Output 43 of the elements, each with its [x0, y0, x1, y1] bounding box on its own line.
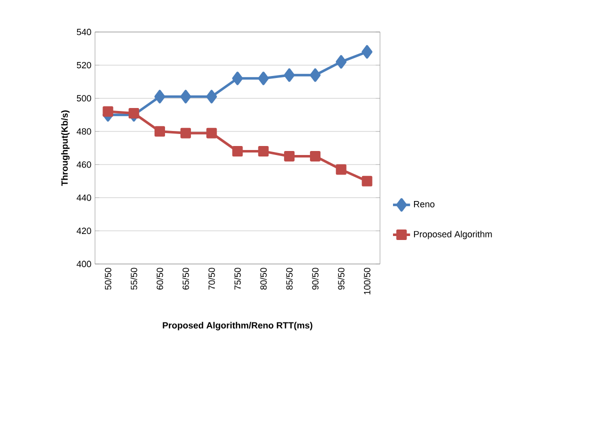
point	[284, 151, 295, 162]
x-tick-label: 100/50	[364, 268, 370, 294]
legend-label: Proposed Algorithm	[414, 230, 492, 240]
point	[336, 164, 346, 175]
point	[310, 151, 320, 162]
point	[102, 106, 114, 117]
x-tick-label: 75/50	[234, 268, 241, 290]
point	[362, 45, 372, 59]
point	[180, 90, 192, 104]
y-tick-label: 480	[76, 128, 92, 135]
x-tick-label: 95/50	[338, 268, 344, 290]
point	[232, 146, 243, 157]
point	[154, 90, 166, 104]
y-tick-label: 420	[76, 228, 92, 234]
x-tick-label: 90/50	[312, 268, 319, 290]
y-tick-label: 520	[76, 62, 92, 68]
point	[128, 108, 140, 118]
point	[154, 126, 166, 137]
x-tick-label: 80/50	[260, 268, 267, 290]
point	[206, 90, 217, 104]
point	[232, 72, 243, 86]
x-axis-title: Proposed Algorithm/Reno RTT(ms)	[162, 322, 312, 330]
x-tick-label: 55/50	[130, 268, 138, 290]
point	[180, 128, 191, 138]
point	[206, 128, 217, 138]
x-tick-label: 85/50	[286, 268, 293, 290]
x-tick-label: 50/50	[104, 268, 112, 290]
point	[258, 146, 269, 157]
point	[336, 55, 347, 69]
x-tick-label: 60/50	[156, 268, 164, 290]
x-tick-label: 70/50	[208, 268, 215, 290]
point	[310, 68, 321, 82]
point	[258, 72, 269, 86]
y-tick-label: 500	[76, 95, 92, 102]
point	[284, 68, 295, 82]
y-tick-label: 460	[76, 161, 92, 168]
y-tick-label: 540	[76, 28, 92, 36]
legend-label: Reno	[414, 201, 434, 208]
y-tick-label: 400	[76, 260, 92, 268]
y-axis-title: Throughput(Kb/s)	[61, 110, 70, 186]
point	[362, 176, 372, 186]
y-tick-label: 440	[76, 194, 92, 201]
x-tick-label: 65/50	[182, 268, 189, 290]
